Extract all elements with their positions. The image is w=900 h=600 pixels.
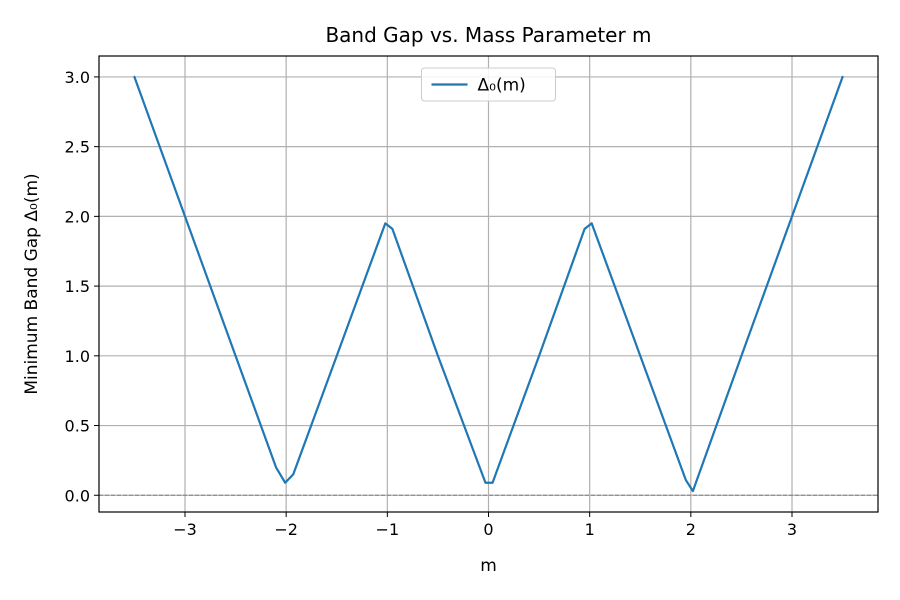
x-tick-label-3: 0 bbox=[483, 520, 493, 539]
x-tick-label-6: 3 bbox=[787, 520, 797, 539]
y-tick-label-6: 3.0 bbox=[65, 68, 90, 87]
chart-title: Band Gap vs. Mass Parameter m bbox=[325, 23, 651, 47]
y-tick-label-3: 1.5 bbox=[65, 277, 90, 296]
y-tick-label-2: 1.0 bbox=[65, 347, 90, 366]
x-tick-label-1: −2 bbox=[274, 520, 298, 539]
series-layer bbox=[133, 75, 844, 493]
x-axis-label: m bbox=[480, 556, 497, 576]
y-tick-label-5: 2.5 bbox=[65, 138, 90, 157]
legend-label: Δ₀(m) bbox=[478, 76, 526, 96]
y-tick-label-1: 0.5 bbox=[65, 417, 90, 436]
y-tick-label-4: 2.0 bbox=[65, 207, 90, 226]
series-line-0 bbox=[133, 75, 844, 493]
legend-box bbox=[421, 67, 556, 102]
y-axis-ticks: 0.0 0.5 1.0 1.5 2.0 2.5 3.0 bbox=[65, 68, 99, 505]
y-tick-label-0: 0.0 bbox=[65, 486, 90, 505]
y-axis-label: Minimum Band Gap Δ₀(m) bbox=[22, 173, 42, 394]
x-tick-label-2: −1 bbox=[376, 520, 400, 539]
x-tick-label-5: 2 bbox=[686, 520, 696, 539]
x-tick-label-4: 1 bbox=[585, 520, 595, 539]
x-tick-label-0: −3 bbox=[173, 520, 197, 539]
x-axis-ticks: −3 −2 −1 0 1 2 3 bbox=[173, 512, 797, 539]
legend: Δ₀(m) bbox=[421, 67, 556, 102]
